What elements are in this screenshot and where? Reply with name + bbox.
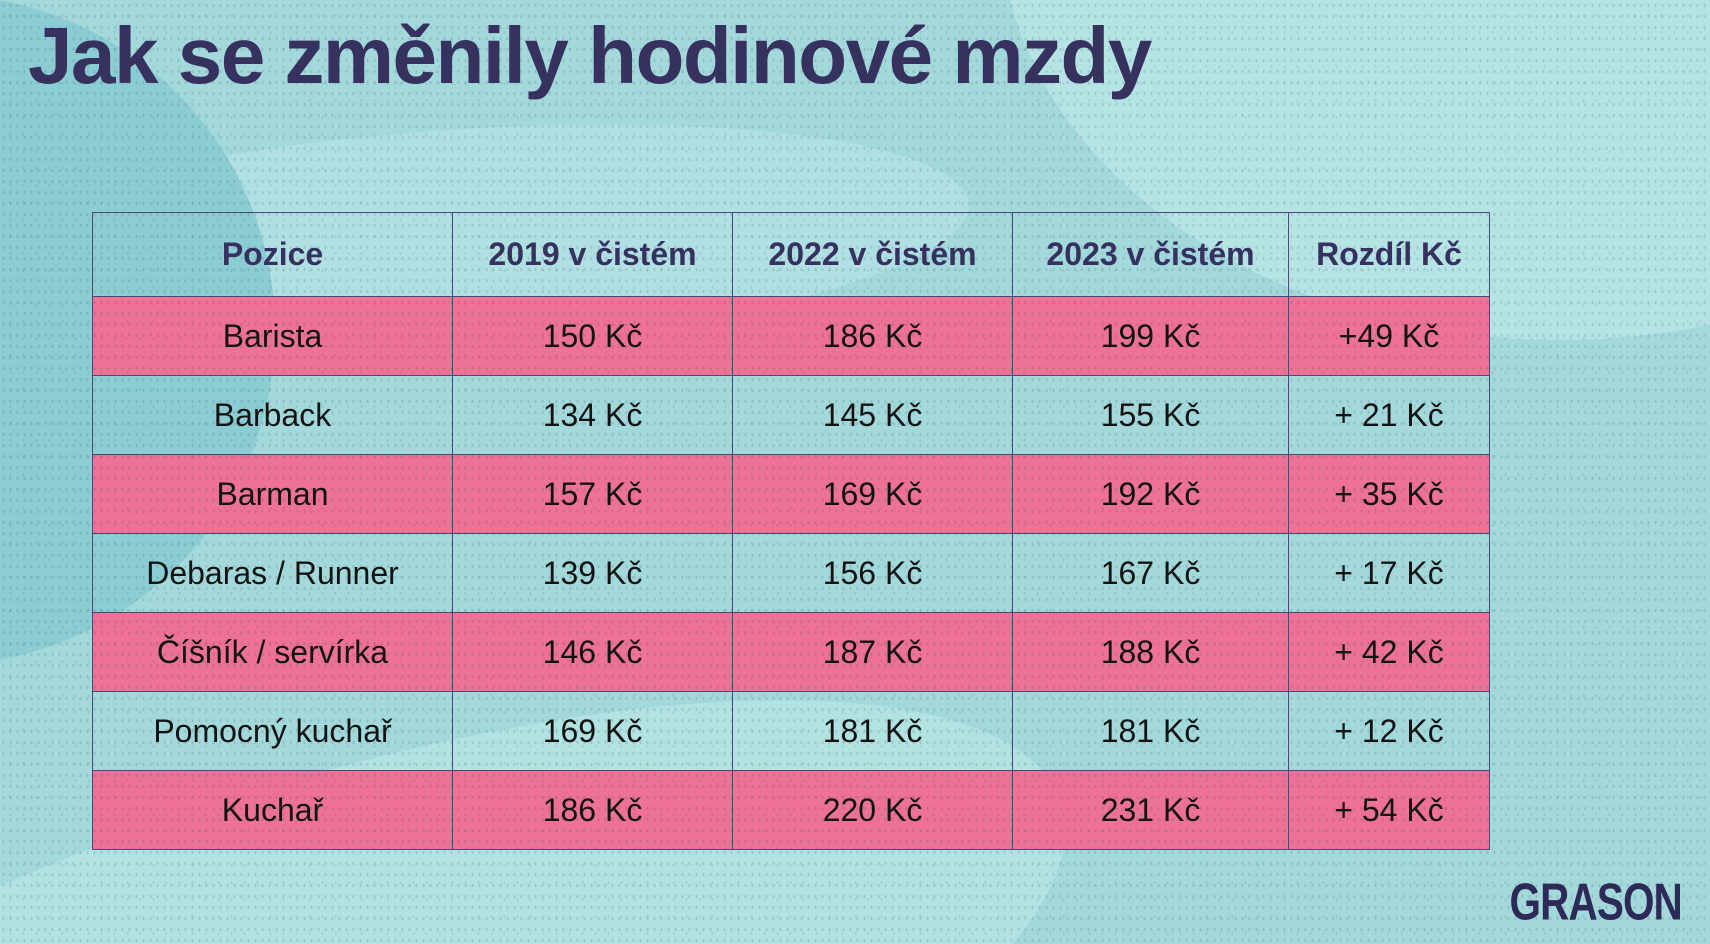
table-row: Debaras / Runner 139 Kč 156 Kč 167 Kč + … <box>92 533 1490 613</box>
table-row: Barman 157 Kč 169 Kč 192 Kč + 35 Kč <box>92 454 1490 534</box>
table-cell: 186 Kč <box>732 296 1013 376</box>
table-cell: 169 Kč <box>452 691 733 771</box>
table-cell: + 17 Kč <box>1288 533 1490 613</box>
table-row: Barback 134 Kč 145 Kč 155 Kč + 21 Kč <box>92 375 1490 455</box>
table-cell: 186 Kč <box>452 770 733 850</box>
table-cell-position: Debaras / Runner <box>92 533 453 613</box>
table-row: Pomocný kuchař 169 Kč 181 Kč 181 Kč + 12… <box>92 691 1490 771</box>
table-cell: 181 Kč <box>732 691 1013 771</box>
table-cell: 157 Kč <box>452 454 733 534</box>
table-cell-position: Barback <box>92 375 453 455</box>
table-cell: 134 Kč <box>452 375 733 455</box>
grason-logo: GRASON <box>1509 872 1683 931</box>
table-header-row: Pozice 2019 v čistém 2022 v čistém 2023 … <box>92 212 1490 297</box>
table-cell: 231 Kč <box>1012 770 1289 850</box>
table-cell: 167 Kč <box>1012 533 1289 613</box>
table-cell: 156 Kč <box>732 533 1013 613</box>
table-cell: 146 Kč <box>452 612 733 692</box>
column-header-2019: 2019 v čistém <box>452 212 733 297</box>
table-cell: 187 Kč <box>732 612 1013 692</box>
column-header-2022: 2022 v čistém <box>732 212 1013 297</box>
table-row: Barista 150 Kč 186 Kč 199 Kč +49 Kč <box>92 296 1490 376</box>
table-cell: + 42 Kč <box>1288 612 1490 692</box>
table-cell: 181 Kč <box>1012 691 1289 771</box>
table-cell: 139 Kč <box>452 533 733 613</box>
table-cell: 155 Kč <box>1012 375 1289 455</box>
table-cell: 150 Kč <box>452 296 733 376</box>
table-cell: 188 Kč <box>1012 612 1289 692</box>
table-cell-position: Barista <box>92 296 453 376</box>
wage-table: Pozice 2019 v čistém 2022 v čistém 2023 … <box>92 212 1490 850</box>
column-header-rozdil: Rozdíl Kč <box>1288 212 1490 297</box>
table-cell-position: Číšník / servírka <box>92 612 453 692</box>
page-title: Jak se změnily hodinové mzdy <box>28 11 1152 100</box>
table-cell-position: Pomocný kuchař <box>92 691 453 771</box>
table-cell: +49 Kč <box>1288 296 1490 376</box>
table-cell: + 35 Kč <box>1288 454 1490 534</box>
table-cell: + 21 Kč <box>1288 375 1490 455</box>
table-cell: 169 Kč <box>732 454 1013 534</box>
column-header-pozice: Pozice <box>92 212 453 297</box>
table-row: Kuchař 186 Kč 220 Kč 231 Kč + 54 Kč <box>92 770 1490 850</box>
column-header-2023: 2023 v čistém <box>1012 212 1289 297</box>
table-cell-position: Kuchař <box>92 770 453 850</box>
table-cell-position: Barman <box>92 454 453 534</box>
table-cell: + 54 Kč <box>1288 770 1490 850</box>
table-cell: 199 Kč <box>1012 296 1289 376</box>
table-row: Číšník / servírka 146 Kč 187 Kč 188 Kč +… <box>92 612 1490 692</box>
table-cell: 220 Kč <box>732 770 1013 850</box>
table-cell: 145 Kč <box>732 375 1013 455</box>
table-cell: + 12 Kč <box>1288 691 1490 771</box>
table-cell: 192 Kč <box>1012 454 1289 534</box>
